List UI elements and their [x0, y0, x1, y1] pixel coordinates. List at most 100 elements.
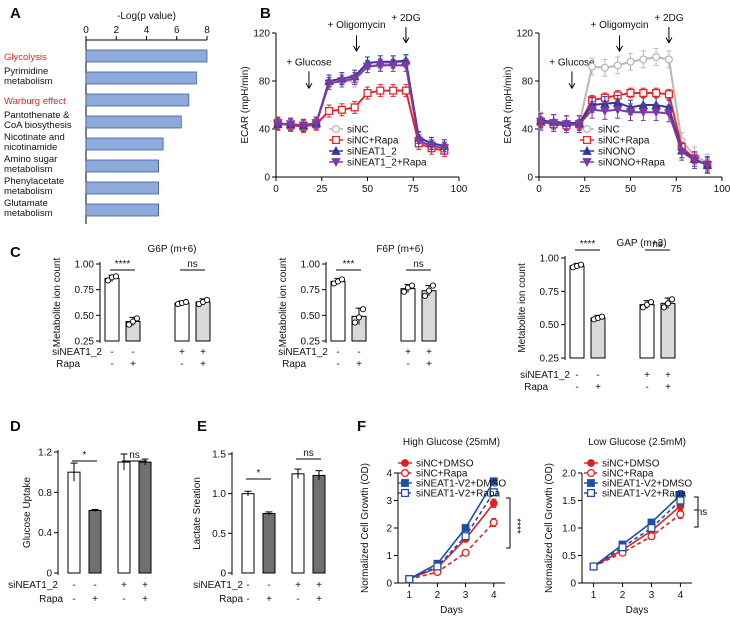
condition-row-label: siNEAT1_2: [278, 347, 328, 358]
sig-label: ns: [413, 259, 424, 270]
legend-label: siNONO+Rapa: [598, 158, 665, 169]
condition-sign: +: [426, 347, 432, 358]
replicate-dot: [355, 314, 363, 321]
y-tick-label: 0.8: [38, 488, 52, 499]
replicate-dot: [668, 296, 676, 303]
bar: [639, 304, 655, 359]
replicate-dot: [338, 276, 346, 283]
injection-label: + Glucose: [286, 57, 332, 68]
condition-sign: -: [357, 347, 360, 358]
data-point: [664, 90, 673, 99]
condition-row-label: Rapa: [524, 382, 548, 393]
bar: [330, 280, 346, 342]
sig-label: ***: [343, 259, 355, 270]
bar: [174, 302, 190, 342]
data-point: [702, 161, 713, 170]
bar: [117, 461, 131, 574]
y-tick-label: 0: [570, 579, 576, 590]
data-point: [664, 55, 673, 64]
y-tick-label: 2: [386, 524, 392, 535]
bar: [262, 513, 276, 574]
y-tick-label: 0.50: [301, 311, 321, 322]
series-line-siNC+DMSO: [593, 505, 681, 568]
chart-a-bar: [85, 49, 208, 63]
chart-title: Low Glucose (2.5mM): [588, 437, 686, 448]
legend-label: siNEAT1_2: [347, 147, 397, 158]
replicate-dot: [351, 319, 359, 326]
chart-a-bar: [85, 93, 190, 107]
panel-label-f: F: [357, 418, 366, 435]
data-point: [489, 499, 498, 508]
x-tick-label: 25: [579, 184, 591, 195]
bar: [400, 288, 416, 342]
chart-a-category-label: metabolism: [4, 208, 53, 219]
legend-label: siNC+DMSO: [416, 459, 474, 470]
replicate-dot: [125, 321, 133, 328]
injection-label: + Glucose: [549, 57, 595, 68]
chart-e: 0 0.5 1.0 1.5 Lactate Sreation * ns - - + + - + - +: [192, 448, 326, 605]
y-tick-label: 0.5: [562, 551, 576, 562]
condition-sign: -: [72, 594, 75, 605]
data-point: [588, 62, 597, 71]
bar: [569, 265, 585, 359]
bar: [67, 471, 81, 574]
sig-bracket: [506, 497, 511, 549]
condition-sign: +: [665, 382, 671, 393]
legend-marker: [582, 158, 592, 167]
series-line-siNC+Rapa: [409, 521, 495, 581]
sig-label: *: [83, 450, 87, 461]
chart-a-bar: [85, 159, 159, 173]
data-point: [324, 79, 334, 89]
data-point: [285, 120, 296, 130]
arrow-head-icon: [353, 45, 360, 52]
condition-sign: +: [316, 594, 322, 605]
data-point: [612, 105, 623, 115]
data-point: [325, 106, 334, 116]
condition-sign: +: [130, 359, 136, 370]
x-tick-label: 100: [451, 184, 468, 195]
arrow-head-icon: [402, 37, 410, 44]
data-point: [625, 108, 636, 118]
chart-a-bar: [85, 181, 159, 195]
bar: [241, 493, 255, 574]
chart-a-category-label: Nicotinate and: [4, 132, 65, 143]
y-axis-label: Metabolite ion count: [52, 258, 63, 348]
chart-title: High Glucose (25mM): [403, 437, 500, 448]
chart-a-bar: [85, 115, 182, 129]
sig-label: ns: [652, 239, 663, 250]
condition-sign: +: [142, 594, 148, 605]
condition-sign: -: [180, 359, 183, 370]
data-point: [626, 57, 635, 66]
x-tick-label: 2: [620, 590, 626, 601]
replicate-dot: [664, 300, 672, 307]
y-tick-label: 0: [386, 579, 392, 590]
x-axis-label: Days: [626, 605, 649, 616]
y-axis-label: Metabolite ion count: [278, 258, 289, 348]
data-point: [639, 88, 648, 98]
data-point: [639, 55, 648, 64]
x-tick-label: 0: [536, 184, 542, 195]
replicate-dot: [429, 282, 437, 289]
legend-label: siNC+Rapa: [602, 469, 654, 480]
replicate-dot: [421, 292, 429, 299]
sig-label: *: [257, 468, 261, 479]
chart-a-tick-label: 8: [204, 25, 210, 36]
y-axis-label: Normalized Cell Growth (OD): [360, 463, 371, 593]
condition-sign: -: [336, 359, 339, 370]
series-line-siNEAT1-V2+DMSO: [408, 480, 495, 580]
data-point: [677, 147, 687, 157]
legend-label: siNEAT1_2+Rapa: [347, 158, 427, 169]
y-tick-label: 40: [259, 125, 271, 136]
chart-f2: Low Glucose (2.5mM) 1 2 3 4 0 0.5 1.0 1.5 2.0 Days…: [544, 437, 707, 616]
data-point: [489, 518, 498, 527]
sig-label: ns: [303, 448, 314, 459]
condition-sign: -: [246, 580, 249, 591]
x-tick-label: 4: [491, 590, 497, 601]
injection-label: + 2DG: [654, 13, 683, 24]
sig-label: ****: [115, 259, 131, 270]
chart-a-tick-label: 4: [144, 25, 150, 36]
condition-sign: +: [316, 580, 322, 591]
x-tick-label: 2: [435, 590, 441, 601]
data-point: [405, 575, 414, 584]
y-tick-label: 0.25: [301, 337, 321, 348]
